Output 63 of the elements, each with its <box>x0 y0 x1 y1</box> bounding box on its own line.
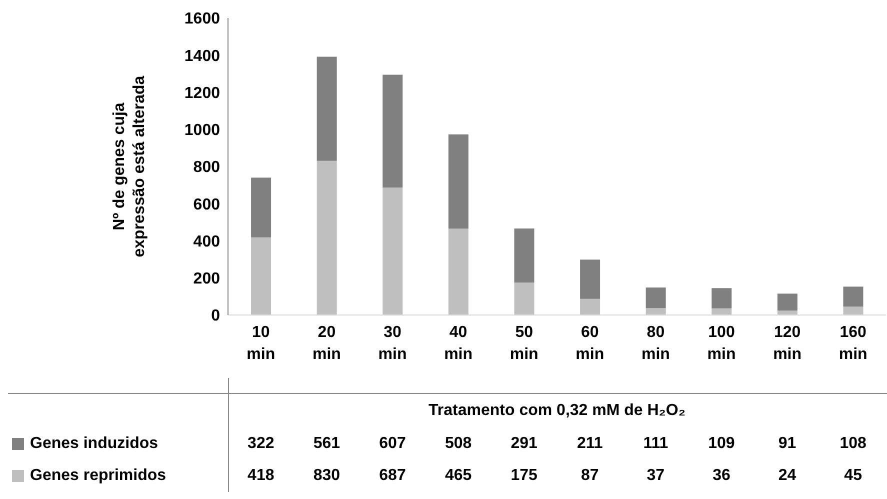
data-label: 45 <box>843 467 863 485</box>
bar <box>251 178 272 238</box>
bar <box>580 260 600 299</box>
y-axis-title: Nº de genes cuja expressão está alterada <box>111 76 148 258</box>
bar <box>251 237 272 315</box>
data-label: 36 <box>712 467 732 485</box>
bar <box>316 56 337 161</box>
bar <box>843 286 864 307</box>
x-tick-label: 80 min <box>641 324 670 363</box>
data-label: 91 <box>777 435 798 453</box>
data-label: 830 <box>312 467 342 485</box>
bar <box>448 228 468 315</box>
bar <box>712 308 732 315</box>
bar <box>316 160 337 315</box>
data-label: 108 <box>838 435 868 453</box>
bar <box>712 288 732 308</box>
bar <box>514 282 534 315</box>
x-tick-label: 120 min <box>773 324 802 363</box>
bar <box>580 298 600 315</box>
x-tick-label: 30 min <box>378 324 407 363</box>
data-label: 211 <box>576 435 604 453</box>
x-tick-label: 10 min <box>246 324 276 363</box>
data-label: 24 <box>777 467 798 485</box>
legend-label: Genes reprimidos <box>30 467 166 485</box>
x-tick-label: 60 min <box>576 324 604 363</box>
data-label: 465 <box>444 467 473 485</box>
data-label: 291 <box>510 435 538 453</box>
data-label: 561 <box>312 435 342 453</box>
data-label: 175 <box>510 467 538 485</box>
x-tick-label: 50 min <box>510 324 538 363</box>
x-axis-title: Tratamento com 0,32 mM de H₂O₂ <box>428 402 686 420</box>
data-label: 109 <box>707 435 736 453</box>
bar <box>448 134 468 229</box>
y-tick-label: 1000 <box>184 122 220 140</box>
y-tick-label: 400 <box>193 233 220 250</box>
y-tick-label: 800 <box>193 159 220 176</box>
data-label: 37 <box>646 467 666 485</box>
x-tick-label: 100 min <box>707 324 736 363</box>
data-label: 322 <box>246 435 276 453</box>
bar <box>382 187 403 315</box>
x-tick-label: 40 min <box>444 324 473 363</box>
x-tick-label: 160 min <box>838 324 868 363</box>
data-label: 111 <box>642 435 670 453</box>
bar <box>382 74 403 188</box>
bar <box>843 306 864 315</box>
data-label: 687 <box>378 467 407 485</box>
data-label: 87 <box>580 467 600 485</box>
data-label: 508 <box>444 435 473 453</box>
y-tick-label: 200 <box>193 270 220 288</box>
y-tick-label: 1400 <box>184 48 220 65</box>
data-label: 418 <box>246 467 276 485</box>
y-tick-label: 600 <box>193 196 220 214</box>
y-tick-label: 1600 <box>184 10 220 28</box>
bar <box>777 310 798 315</box>
y-tick-label: 0 <box>211 308 220 325</box>
x-tick-label: 20 min <box>312 324 341 363</box>
bar <box>646 288 666 308</box>
y-tick-label: 1200 <box>184 84 220 102</box>
bar <box>514 228 534 283</box>
bar <box>646 308 666 315</box>
legend-label: Genes induzidos <box>30 435 158 453</box>
data-label: 607 <box>378 435 407 453</box>
bar <box>777 294 798 311</box>
